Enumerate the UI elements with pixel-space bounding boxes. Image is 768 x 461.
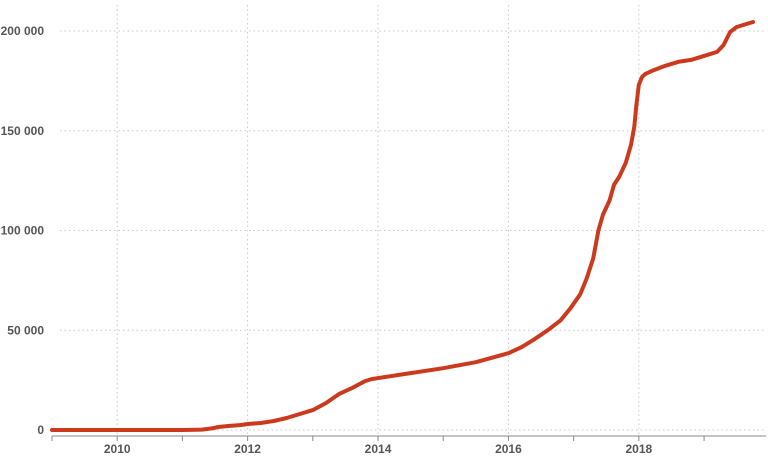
- y-tick-label: 100 000: [1, 224, 45, 238]
- x-tick-label: 2016: [495, 442, 522, 456]
- x-tick-label: 2010: [104, 442, 131, 456]
- y-tick-label: 50 000: [7, 323, 44, 337]
- x-tick-label: 2018: [625, 442, 652, 456]
- y-tick-label: 0: [37, 423, 44, 437]
- y-tick-label: 150 000: [1, 124, 45, 138]
- x-tick-label: 2014: [365, 442, 392, 456]
- axes: [51, 435, 766, 441]
- x-tick-label: 2012: [234, 442, 261, 456]
- series-line: [50, 20, 755, 432]
- tick-labels: 0 50 000 100 000 150 000 200 000 2010 2012 2014…: [1, 24, 653, 456]
- series-layer: [50, 20, 755, 432]
- y-tick-label: 200 000: [1, 24, 45, 38]
